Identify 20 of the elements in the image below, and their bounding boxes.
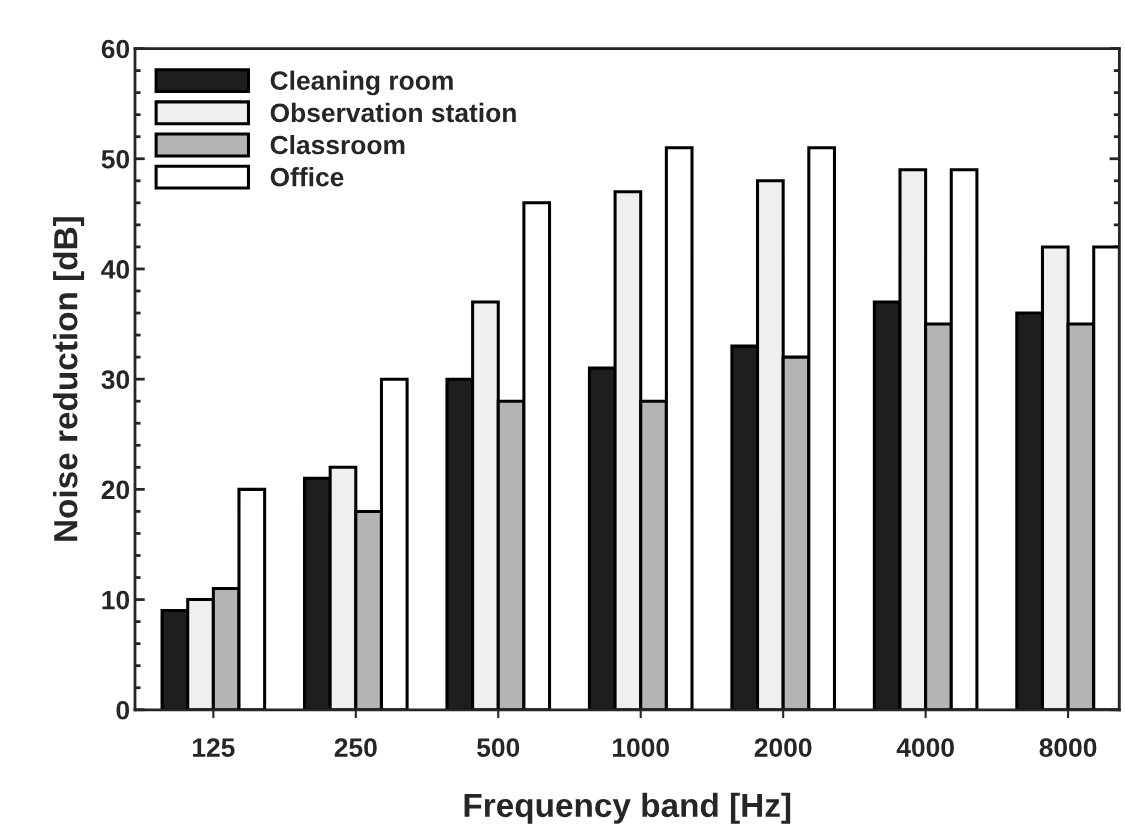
legend-label: Classroom [270, 134, 405, 155]
x-tick-label: 4000 [896, 738, 954, 757]
y-tick-label: 50 [101, 149, 130, 169]
x-tick-label: 8000 [1039, 738, 1097, 757]
y-tick-label: 60 [101, 39, 130, 59]
x-tick-label: 500 [477, 738, 520, 757]
y-tick-label: 40 [101, 260, 130, 279]
x-tick-label: 1000 [613, 738, 669, 757]
legend-label: Observation station [270, 102, 516, 123]
y-tick-label: 30 [101, 370, 130, 390]
x-tick-label: 250 [334, 738, 377, 757]
y-tick-label: 0 [116, 700, 130, 720]
legend-label: Office [270, 167, 344, 187]
y-tick-label: 10 [102, 590, 130, 610]
legend-label: Cleaning room [270, 70, 453, 96]
x-tick-label: 125 [193, 738, 235, 757]
y-tick-label: 20 [101, 480, 130, 500]
x-axis-title: Frequency band [Hz] [464, 792, 791, 824]
y-axis-title: Noise reduction [dB] [53, 217, 85, 541]
x-tick-label: 2000 [754, 738, 812, 757]
